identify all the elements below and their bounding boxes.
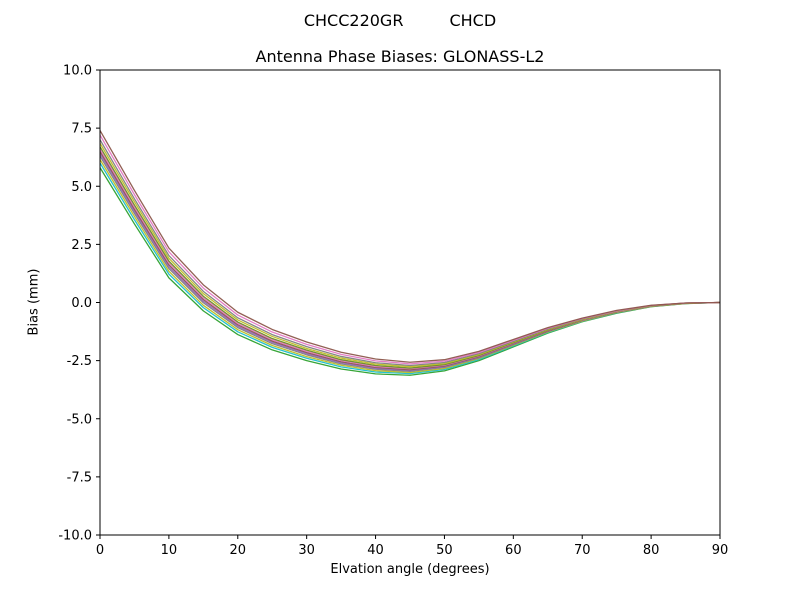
y-tick-label: 2.5 — [71, 238, 92, 253]
y-tick-label: -7.5 — [67, 470, 92, 485]
x-tick-label: 70 — [574, 543, 591, 558]
series-line-12 — [99, 130, 721, 363]
chart-title: Antenna Phase Biases: GLONASS-L2 — [255, 47, 545, 66]
x-tick-label: 50 — [436, 543, 453, 558]
series-line-5 — [99, 153, 721, 372]
series-line-1 — [99, 167, 721, 376]
x-tick-label: 0 — [96, 543, 104, 558]
x-tick-label: 10 — [161, 543, 178, 558]
series-line-2 — [99, 162, 721, 375]
axes-frame — [99, 69, 721, 536]
y-tick-label: -10.0 — [58, 529, 92, 544]
y-tick-label: 7.5 — [71, 122, 92, 137]
series-line-7 — [99, 148, 721, 370]
series-line-4 — [99, 155, 721, 372]
x-tick-label: 20 — [230, 543, 247, 558]
x-tick-label: 30 — [298, 543, 315, 558]
x-tick-label: 80 — [643, 543, 660, 558]
series-line-10 — [99, 139, 721, 367]
x-tick-label: 40 — [367, 543, 384, 558]
series-line-8 — [99, 146, 721, 369]
y-tick-label: -2.5 — [67, 354, 92, 369]
series-line-9 — [99, 142, 721, 368]
figure-suptitle: CHCC220GR CHCD — [0, 11, 800, 30]
series-line-6 — [99, 151, 721, 371]
y-axis-label: Bias (mm) — [26, 268, 42, 336]
y-tick-label: -5.0 — [67, 412, 92, 427]
y-tick-label: 0.0 — [71, 296, 92, 311]
x-tick-label: 60 — [505, 543, 522, 558]
suptitle-station: CHCC220GR — [303, 11, 404, 30]
series-line-11 — [99, 134, 721, 365]
suptitle-antenna: CHCD — [449, 11, 497, 30]
series-line-3 — [99, 159, 721, 374]
x-tick-label: 90 — [712, 543, 729, 558]
y-tick-label: 10.0 — [63, 64, 92, 79]
y-tick-label: 5.0 — [71, 180, 92, 195]
x-axis-label: Elvation angle (degrees) — [330, 562, 490, 577]
